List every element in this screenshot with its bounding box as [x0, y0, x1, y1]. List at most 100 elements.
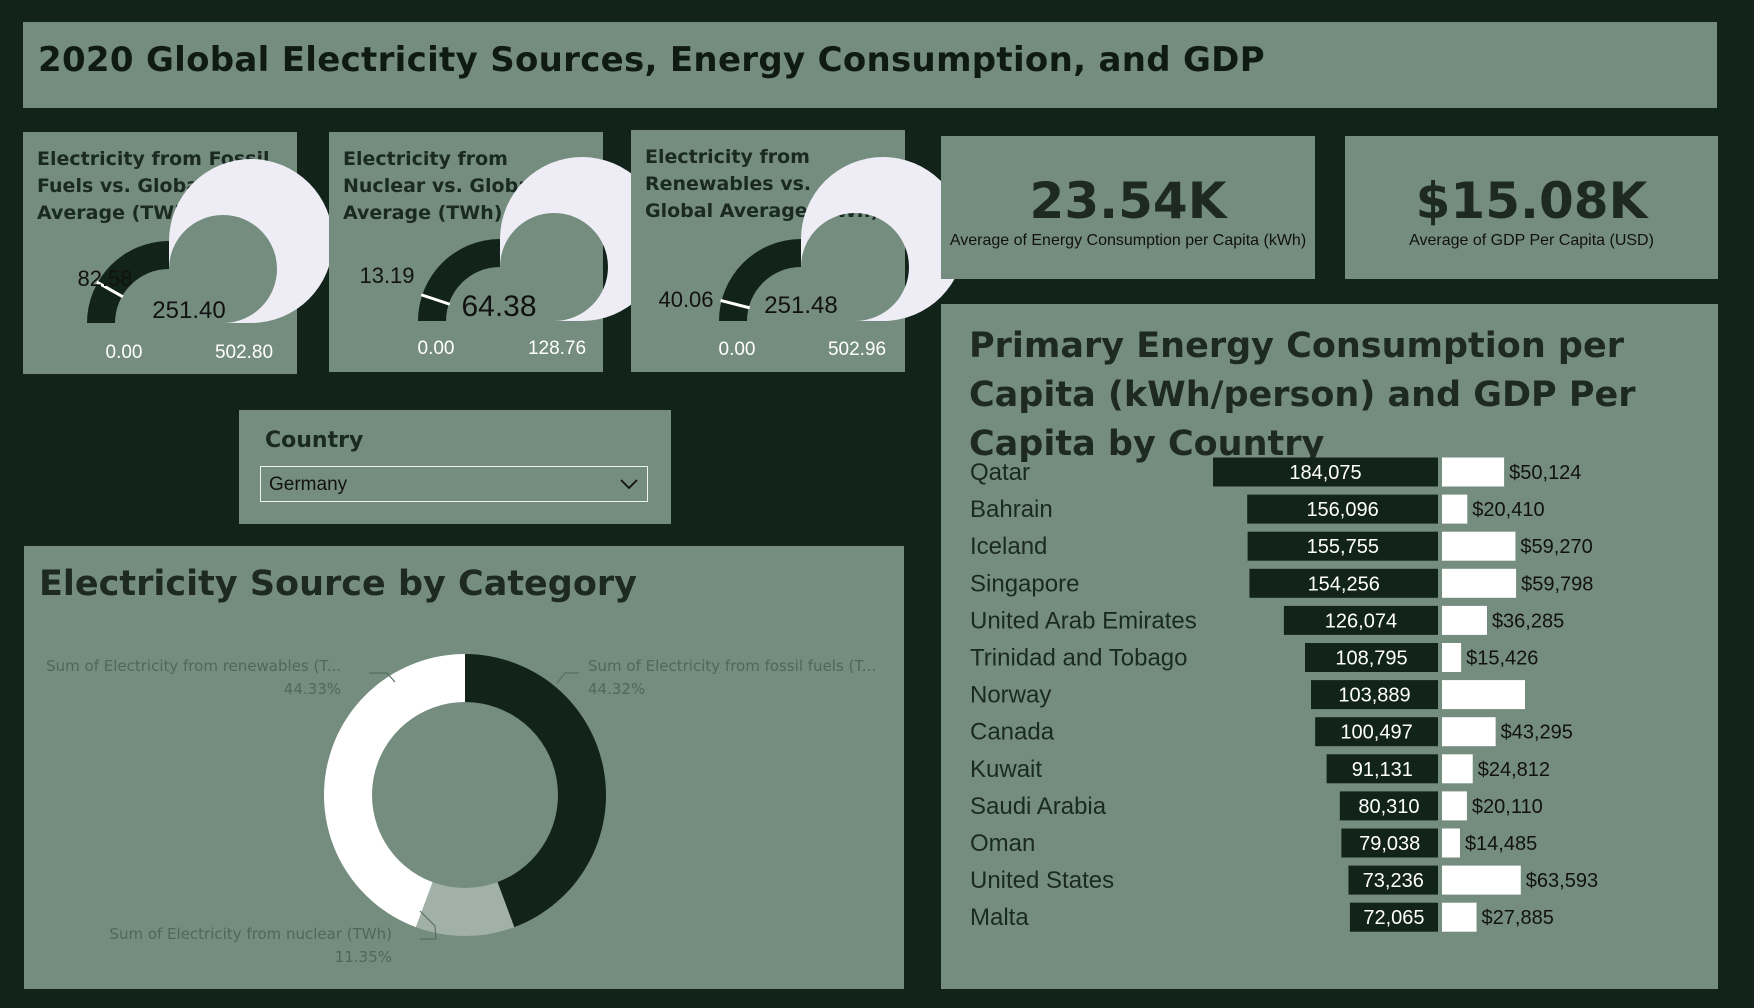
bar-gdp-value: $14,485 [1465, 833, 1537, 855]
bar-gdp[interactable] [1442, 902, 1477, 932]
bar-energy[interactable] [1348, 865, 1438, 895]
bar-gdp[interactable] [1442, 494, 1468, 524]
bar-energy-value: 80,310 [1358, 796, 1419, 818]
gauge-value-marker [720, 298, 751, 310]
bar-gdp[interactable] [1442, 865, 1521, 895]
gauge-chart-fossil: 82.58 251.40 0.00 502.80 [77, 159, 333, 363]
gauge-min-label: 0.00 [418, 338, 455, 359]
donut-slice-percent: 44.32% [588, 680, 645, 698]
gauge-chart-renewables: 40.06 251.48 0.00 502.96 [658, 157, 965, 360]
bar-energy[interactable] [1326, 754, 1438, 784]
bar-energy-value: 79,038 [1359, 833, 1420, 855]
bar-gdp[interactable] [1442, 531, 1516, 561]
bar-gdp[interactable] [1442, 791, 1467, 821]
bar-gdp[interactable] [1442, 643, 1462, 672]
gauge-max-label: 128.76 [528, 338, 586, 359]
bar-category-label: Malta [970, 904, 1029, 931]
bar-energy-value: 100,497 [1340, 722, 1412, 744]
bar-category-label: United Arab Emirates [970, 607, 1197, 634]
donut-slice-percent: 44.33% [284, 680, 341, 698]
donut-leader-line [369, 672, 396, 683]
bar-energy-value: 156,096 [1306, 499, 1378, 521]
kpi-value: $15.08K [1415, 172, 1648, 230]
bar-energy[interactable] [1341, 828, 1438, 858]
bar-gdp[interactable] [1442, 680, 1525, 710]
kpi-card-energy[interactable]: 23.54K Average of Energy Consumption per… [941, 136, 1315, 279]
title-bar: 2020 Global Electricity Sources, Energy … [23, 22, 1717, 108]
bar-energy-value: 103,889 [1338, 685, 1410, 707]
page-title: 2020 Global Electricity Sources, Energy … [38, 40, 1265, 80]
bar-gdp-value: $20,110 [1472, 796, 1543, 818]
gauge-fill-arc [719, 239, 801, 321]
bar-energy[interactable] [1349, 902, 1438, 932]
bar-energy[interactable] [1315, 717, 1438, 747]
bar-energy-value: 154,256 [1308, 573, 1380, 595]
bar-energy[interactable] [1311, 680, 1438, 710]
slicer-title: Country [265, 428, 364, 453]
bar-energy-value: 73,236 [1363, 870, 1424, 892]
bar-energy[interactable] [1213, 457, 1438, 487]
bar-category-label: Oman [970, 830, 1035, 857]
bar-gdp-value: $43,295 [1501, 722, 1573, 744]
donut-slice-nuclear[interactable] [415, 882, 515, 936]
gauge-track-arc [500, 157, 664, 321]
bar-gdp[interactable] [1442, 828, 1460, 858]
bar-chart-card[interactable]: Primary Energy Consumption per Capita (k… [941, 304, 1718, 989]
dropdown-selected-value: Germany [269, 474, 348, 495]
bar-energy-value: 184,075 [1289, 462, 1361, 484]
bar-category-label: Trinidad and Tobago [970, 645, 1188, 672]
gauge-card-fossil[interactable]: Electricity from Fossil Fuels vs. Global… [23, 132, 333, 374]
bar-energy[interactable] [1339, 791, 1438, 821]
bar-gdp[interactable] [1442, 717, 1496, 747]
donut-chart-title: Electricity Source by Category [39, 564, 637, 604]
bar-category-label: Saudi Arabia [970, 793, 1107, 820]
gauge-value-marker [96, 280, 124, 299]
donut-slice-renewables[interactable] [323, 654, 465, 928]
bar-gdp-value: $24,812 [1478, 759, 1550, 781]
bar-category-label: United States [970, 867, 1114, 894]
bar-energy-value: 91,131 [1352, 759, 1413, 781]
gauge-max-label: 502.80 [215, 342, 273, 363]
bar-category-label: Iceland [970, 533, 1047, 560]
bar-energy[interactable] [1247, 531, 1438, 561]
bar-energy-value: 108,795 [1335, 648, 1407, 670]
kpi-label: Average of GDP Per Capita (USD) [1409, 232, 1654, 249]
bar-gdp-value: $27,885 [1482, 907, 1554, 929]
gauge-value-label: 13.19 [359, 263, 414, 288]
kpi-card-gdp[interactable]: $15.08K Average of GDP Per Capita (USD) [1345, 136, 1718, 279]
gauge-fill-arc [87, 241, 169, 323]
bar-gdp[interactable] [1442, 457, 1505, 487]
donut-chart-card[interactable]: Electricity Source by Category Sum of El… [24, 546, 904, 989]
gauge-track-arc [801, 157, 965, 321]
country-dropdown[interactable]: Germany [260, 466, 648, 502]
gauge-card-nuclear[interactable]: Electricity from Nuclear vs. Global Aver… [329, 132, 664, 372]
bar-category-label: Norway [970, 682, 1051, 709]
bar-gdp-value: $59,270 [1520, 536, 1592, 558]
bar-category-label: Canada [970, 719, 1055, 746]
donut-leader-line [556, 672, 579, 684]
gauge-min-label: 0.00 [719, 339, 756, 360]
donut-leader-line [419, 910, 437, 940]
bar-category-label: Kuwait [970, 756, 1042, 783]
gauge-target-label: 64.38 [461, 290, 536, 323]
bar-energy[interactable] [1283, 605, 1438, 635]
gauge-value-marker [420, 293, 451, 306]
donut-slice-fossil[interactable] [465, 654, 607, 928]
bar-energy[interactable] [1305, 643, 1438, 672]
bar-gdp[interactable] [1442, 568, 1517, 598]
bar-energy[interactable] [1249, 568, 1438, 598]
gauge-title: Electricity from Fossil Fuels vs. Global… [37, 148, 270, 224]
bar-gdp-value: $50,124 [1509, 462, 1581, 484]
gauge-card-renewables[interactable]: Electricity from Renewables vs. Global A… [631, 130, 965, 372]
bar-energy[interactable] [1247, 494, 1438, 524]
bar-energy-value: 126,074 [1325, 610, 1397, 632]
bar-chart-title: Primary Energy Consumption per Capita (k… [969, 326, 1636, 464]
bar-gdp[interactable] [1442, 754, 1473, 784]
bar-gdp[interactable] [1442, 605, 1487, 635]
bar-chart: Qatar 184,075 $50,124 Bahrain 156,096 $20,410… [970, 457, 1598, 932]
chevron-down-icon [620, 479, 638, 490]
bar-gdp-value: $15,426 [1466, 648, 1538, 670]
gauge-track-arc [169, 159, 333, 323]
bar-category-label: Singapore [970, 570, 1079, 597]
donut-slice-percent: 11.35% [335, 948, 392, 966]
